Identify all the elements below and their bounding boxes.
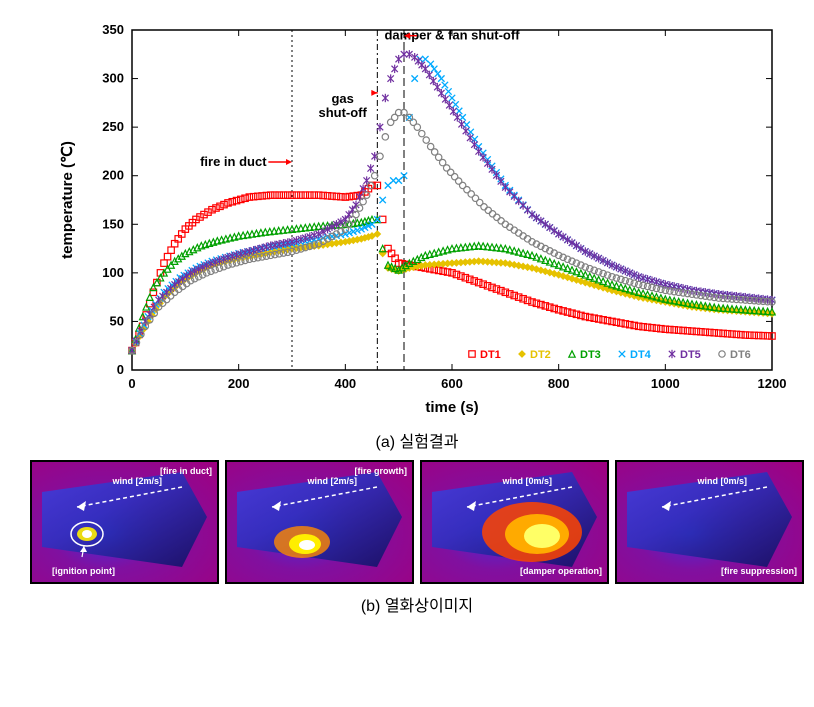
chart-svg: 0 200 400 600 800 1000 1200 0 50 100 150 200 250 300 3… bbox=[42, 10, 792, 420]
svg-text:[ignition point]: [ignition point] bbox=[52, 566, 115, 576]
svg-text:DT4: DT4 bbox=[630, 349, 652, 361]
svg-text:DT6: DT6 bbox=[730, 349, 751, 361]
svg-text:gas: gas bbox=[331, 91, 353, 106]
svg-text:wind [0m/s]: wind [0m/s] bbox=[501, 476, 552, 486]
svg-text:600: 600 bbox=[441, 376, 463, 391]
svg-text:150: 150 bbox=[102, 216, 124, 231]
svg-text:temperature (℃): temperature (℃) bbox=[59, 141, 76, 259]
svg-text:shut-off: shut-off bbox=[318, 105, 367, 120]
svg-text:0: 0 bbox=[128, 376, 135, 391]
svg-text:DT3: DT3 bbox=[580, 349, 601, 361]
svg-text:[fire growth]: [fire growth] bbox=[355, 466, 408, 476]
svg-text:300: 300 bbox=[102, 71, 124, 86]
svg-text:DT5: DT5 bbox=[680, 349, 701, 361]
svg-text:[damper operation]: [damper operation] bbox=[520, 566, 602, 576]
svg-text:400: 400 bbox=[334, 376, 356, 391]
caption-b: (b) 열화상이미지 bbox=[10, 592, 814, 616]
svg-text:[fire suppression]: [fire suppression] bbox=[721, 566, 797, 576]
svg-text:200: 200 bbox=[228, 376, 250, 391]
svg-text:250: 250 bbox=[102, 119, 124, 134]
svg-text:time (s): time (s) bbox=[425, 399, 478, 416]
svg-text:800: 800 bbox=[548, 376, 570, 391]
thermal-panel-4: wind [0m/s] [fire suppression] bbox=[615, 460, 804, 584]
svg-text:0: 0 bbox=[117, 362, 124, 377]
svg-text:50: 50 bbox=[110, 313, 124, 328]
thermal-panel-1: wind [2m/s][fire in duct] [ignition point… bbox=[30, 460, 219, 584]
svg-text:fire in duct: fire in duct bbox=[200, 154, 267, 169]
svg-text:1000: 1000 bbox=[651, 376, 680, 391]
thermal-panel-3: wind [0m/s] [damper operation] bbox=[420, 460, 609, 584]
svg-text:wind [2m/s]: wind [2m/s] bbox=[306, 476, 357, 486]
svg-text:DT1: DT1 bbox=[480, 349, 501, 361]
svg-text:350: 350 bbox=[102, 22, 124, 37]
svg-text:100: 100 bbox=[102, 265, 124, 280]
svg-text:200: 200 bbox=[102, 168, 124, 183]
svg-text:wind [0m/s]: wind [0m/s] bbox=[696, 476, 747, 486]
svg-text:DT2: DT2 bbox=[530, 349, 551, 361]
thermal-image-row: wind [2m/s][fire in duct][ignition point… bbox=[10, 460, 814, 584]
svg-text:damper & fan shut-off: damper & fan shut-off bbox=[384, 28, 520, 43]
svg-text:wind [2m/s]: wind [2m/s] bbox=[111, 476, 162, 486]
svg-text:1200: 1200 bbox=[758, 376, 787, 391]
caption-a: (a) 실험결과 bbox=[10, 428, 814, 452]
svg-text:[fire in duct]: [fire in duct] bbox=[160, 466, 212, 476]
temperature-chart: 0 200 400 600 800 1000 1200 0 50 100 150 200 250 300 3… bbox=[42, 10, 792, 420]
thermal-panel-2: wind [2m/s][fire growth] bbox=[225, 460, 414, 584]
